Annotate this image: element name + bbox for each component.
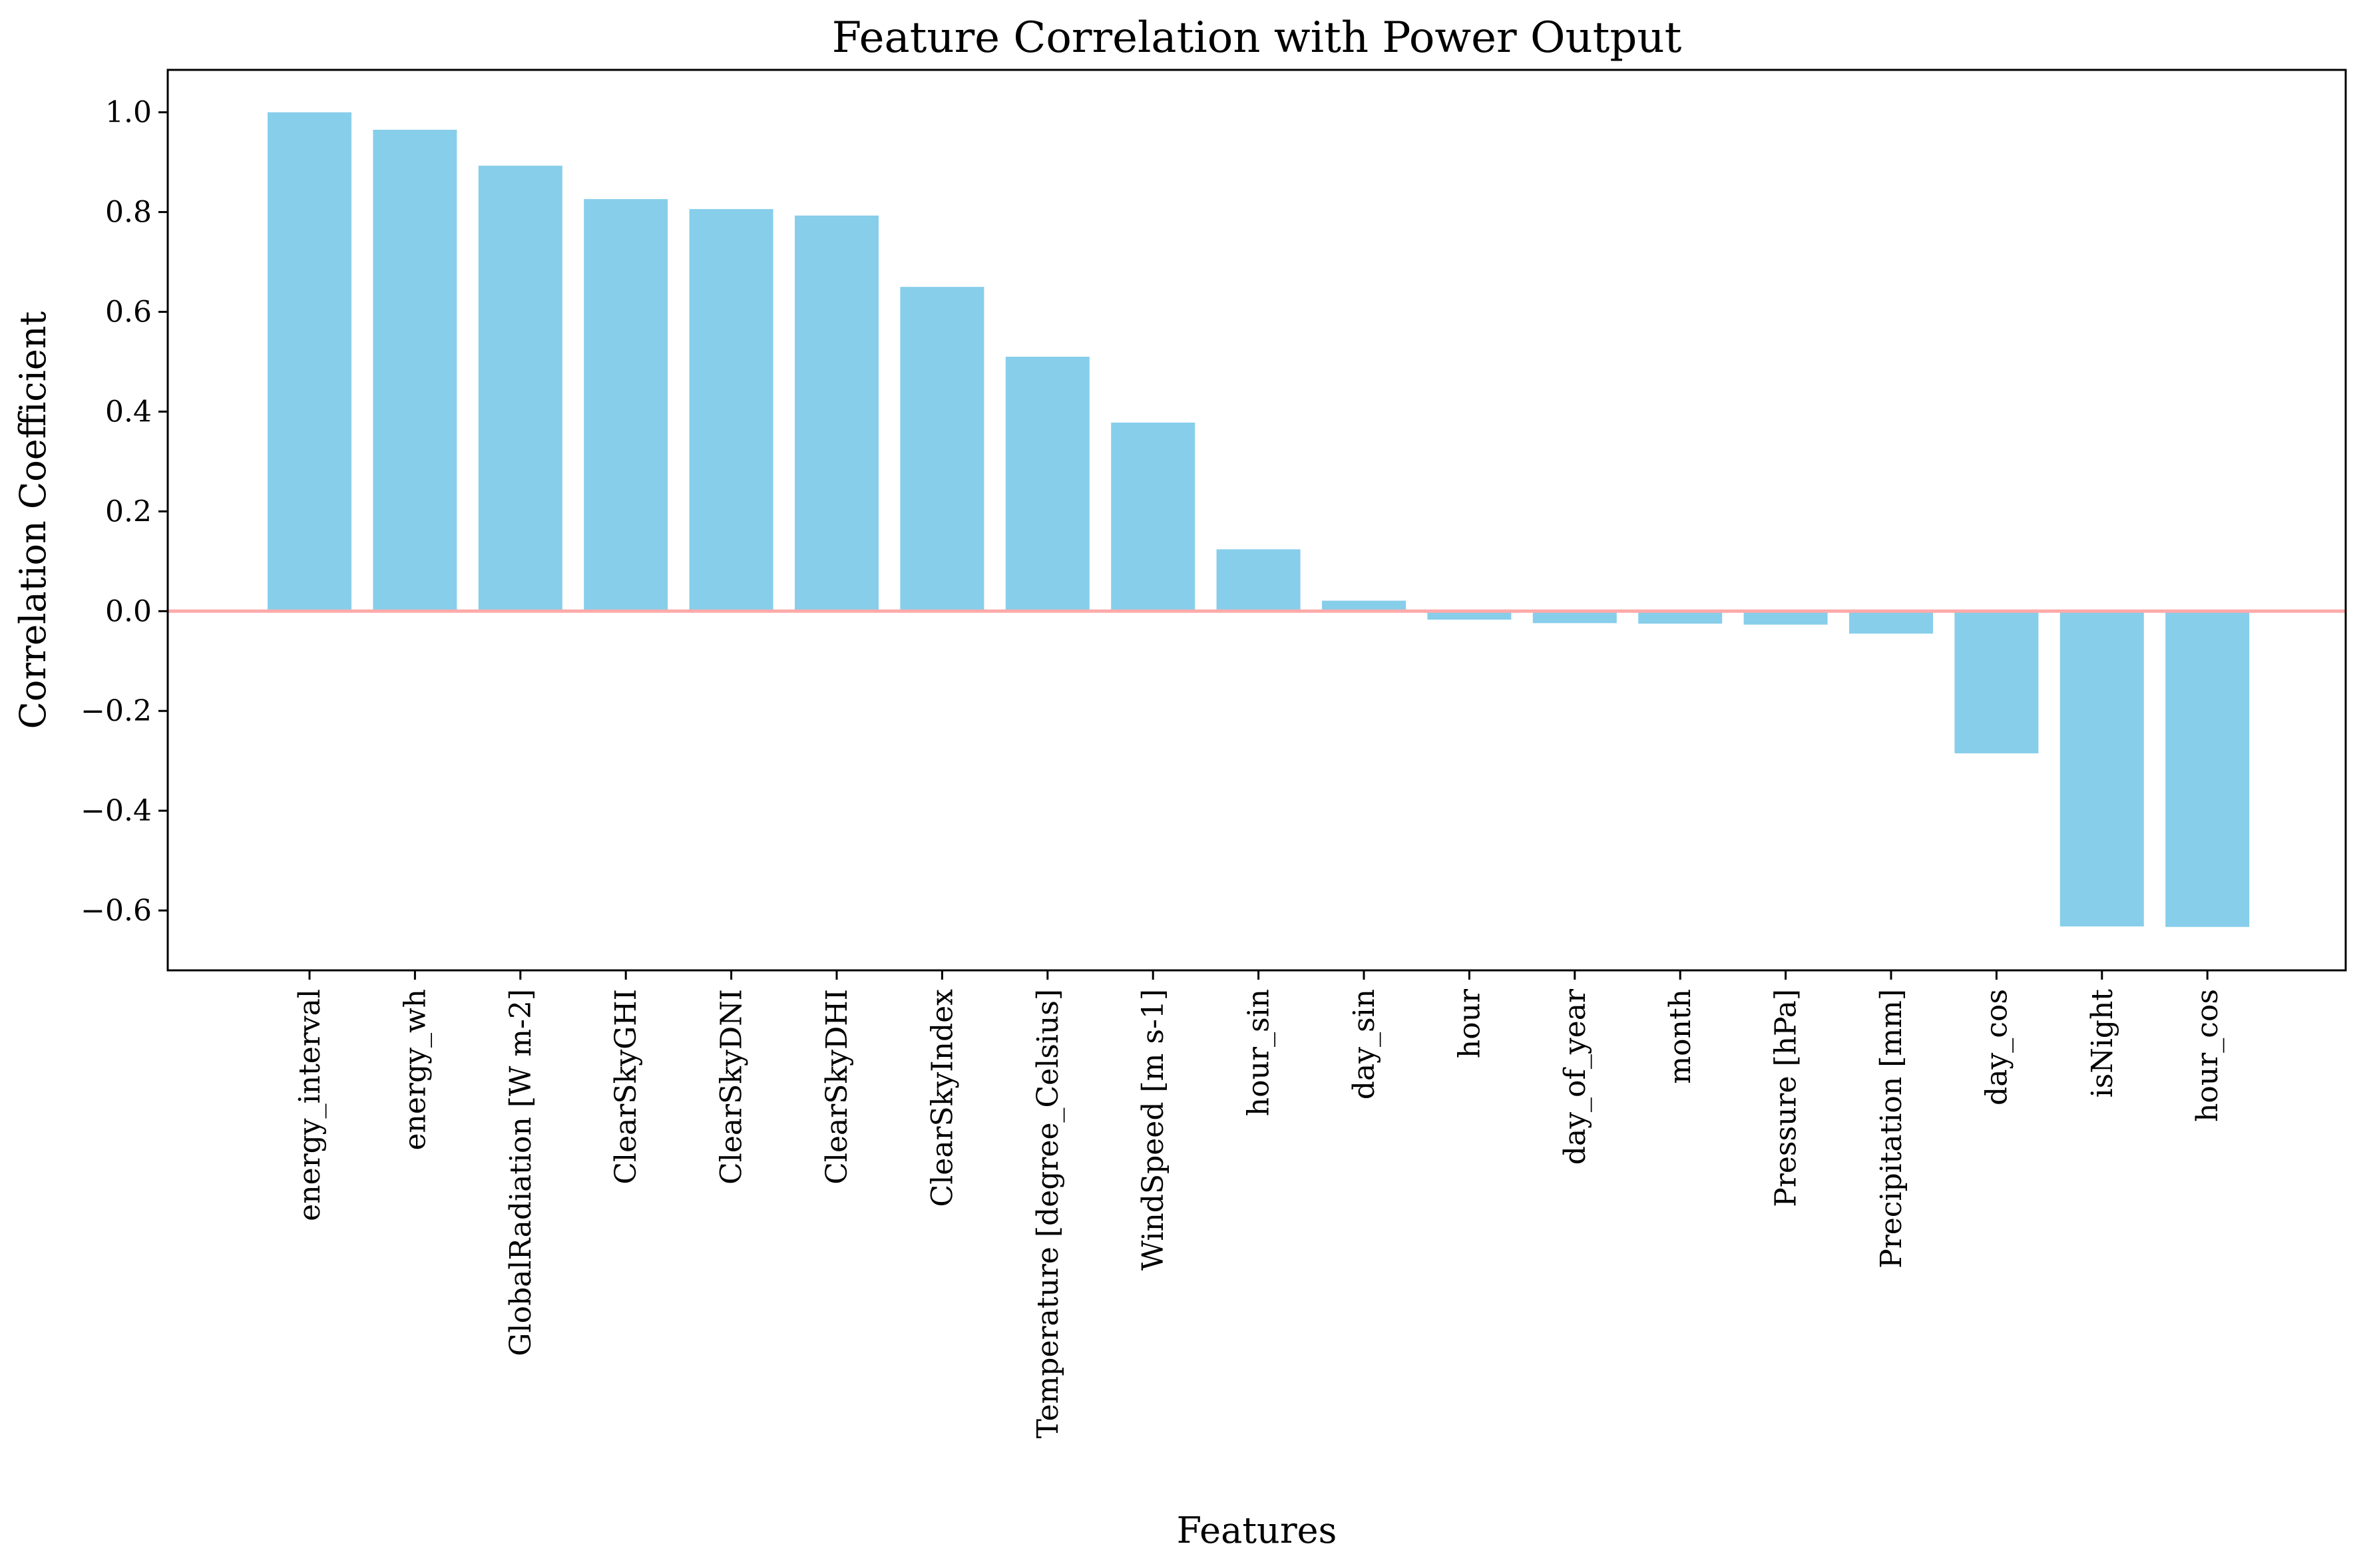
x-tick-label: isNight [2085,989,2119,1098]
x-tick-label: month [1663,989,1697,1084]
x-tick-label: energy_interval [293,989,327,1221]
bar-GlobalRadiation [W m-2] [478,165,562,612]
x-tick-label: ClearSkyGHI [609,989,643,1185]
chart-title: Feature Correlation with Power Output [832,13,1682,63]
x-tick-label: WindSpeed [m s-1] [1136,989,1170,1271]
x-tick-label: ClearSkyIndex [925,989,959,1207]
x-tick-label: day_cos [1980,989,2014,1105]
x-tick-label: ClearSkyDHI [820,989,854,1185]
bar-Precipitation [mm] [1849,611,1933,634]
bar-ClearSkyDHI [795,215,879,612]
y-tick-label: 0.8 [105,196,152,230]
y-tick-label: 0.0 [105,594,152,628]
x-tick-label: Precipitation [mm] [1874,989,1908,1269]
y-tick-label: 1.0 [105,96,152,130]
bar-Pressure [hPa] [1743,611,1828,625]
x-tick-label: day_of_year [1558,988,1592,1165]
y-axis: −0.6 −0.4 −0.2 0.0 0.2 0.4 0.6 0.8 1.0 [81,96,168,928]
x-tick-label: hour_cos [2191,989,2225,1122]
bar-hour_sin [1216,549,1301,612]
bar-day_of_year [1532,611,1617,624]
x-axis-title: Features [1177,1509,1337,1551]
x-tick-label: Pressure [hPa] [1769,989,1803,1207]
bar-WindSpeed [m s-1] [1111,422,1195,612]
y-tick-label: 0.2 [105,494,152,528]
bar-ClearSkyIndex [900,287,984,612]
y-tick-label: 0.4 [105,395,152,429]
x-tick-label: ClearSkyDNI [715,989,749,1185]
x-tick-label: day_sin [1347,989,1381,1099]
x-tick-label: hour_sin [1242,989,1276,1116]
bar-month [1638,611,1723,624]
bar-isNight [2059,611,2144,927]
bar-energy_wh [373,129,457,612]
y-tick-label: −0.2 [81,694,152,728]
y-tick-label: 0.6 [105,295,152,329]
y-axis-title: Correlation Coefficient [12,311,54,729]
bars-group [268,112,2250,927]
bar-Temperature [degree_Celsius] [1005,357,1090,612]
bar-ClearSkyGHI [584,199,668,612]
plot-frame [166,69,2347,972]
x-tick-label: hour [1452,988,1486,1058]
x-tick-label: Temperature [degree_Celsius] [1031,989,1065,1438]
y-tick-label: −0.6 [81,894,152,928]
bar-hour [1427,611,1512,620]
x-tick-label: GlobalRadiation [W m-2] [504,989,538,1356]
bar-hour_cos [2165,611,2250,927]
bar-ClearSkyDNI [689,209,773,612]
x-tick-label: energy_wh [398,989,432,1150]
x-axis: energy_interval energy_wh GlobalRadiation … [293,970,2225,1438]
y-tick-label: −0.4 [81,794,152,828]
bar-day_sin [1322,600,1406,612]
bar-day_cos [1954,611,2039,753]
bar-energy_interval [268,112,351,612]
